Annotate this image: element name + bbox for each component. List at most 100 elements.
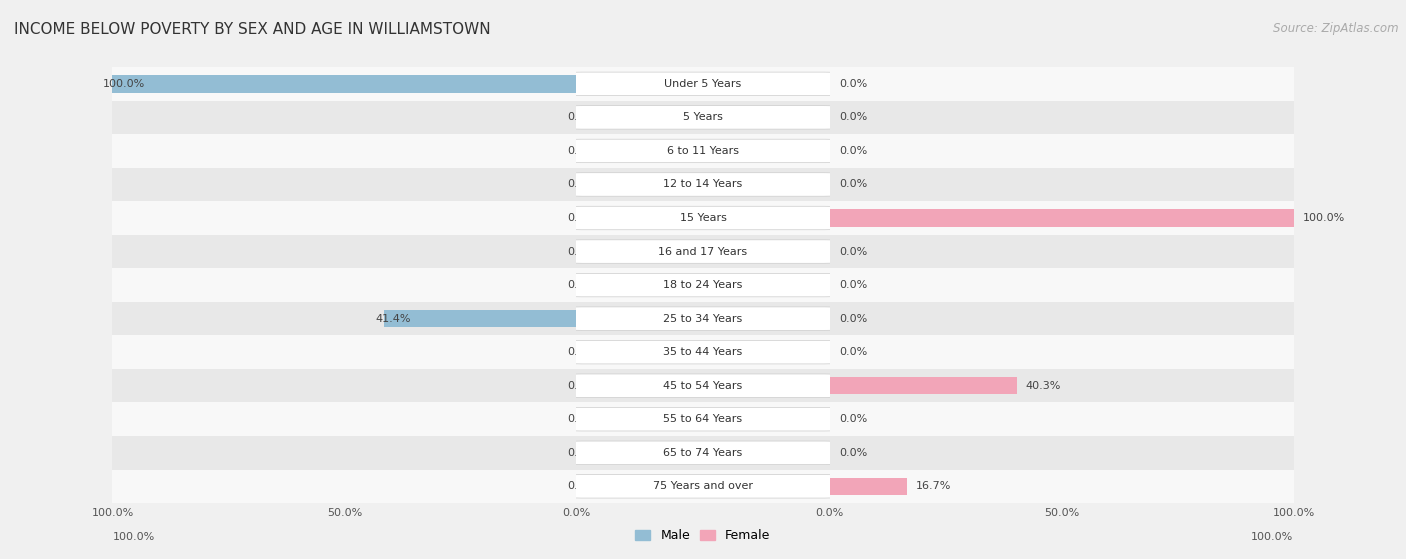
Text: 0.0%: 0.0%: [839, 247, 868, 257]
Text: 12 to 14 Years: 12 to 14 Years: [664, 179, 742, 190]
Text: 41.4%: 41.4%: [375, 314, 411, 324]
Bar: [112, 402, 576, 436]
FancyBboxPatch shape: [569, 106, 837, 129]
Text: 0.0%: 0.0%: [839, 79, 868, 89]
Text: 0.0%: 0.0%: [567, 347, 595, 357]
Text: 0.0%: 0.0%: [839, 179, 868, 190]
FancyBboxPatch shape: [569, 441, 837, 465]
Text: 16.7%: 16.7%: [917, 481, 952, 491]
Text: 0.0%: 0.0%: [567, 112, 595, 122]
FancyBboxPatch shape: [569, 173, 837, 196]
Text: 100.0%: 100.0%: [1251, 532, 1294, 542]
Bar: [576, 101, 830, 134]
Bar: [830, 335, 1294, 369]
Bar: [112, 134, 576, 168]
Bar: [830, 201, 1294, 235]
Text: 0.0%: 0.0%: [839, 347, 868, 357]
Text: 0.0%: 0.0%: [839, 448, 868, 458]
Text: 0.0%: 0.0%: [839, 414, 868, 424]
FancyBboxPatch shape: [569, 307, 837, 330]
Text: Under 5 Years: Under 5 Years: [665, 79, 741, 89]
Bar: [576, 369, 830, 402]
FancyBboxPatch shape: [569, 139, 837, 163]
Text: 0.0%: 0.0%: [839, 314, 868, 324]
Text: INCOME BELOW POVERTY BY SEX AND AGE IN WILLIAMSTOWN: INCOME BELOW POVERTY BY SEX AND AGE IN W…: [14, 22, 491, 37]
Bar: [830, 470, 1294, 503]
Text: 75 Years and over: 75 Years and over: [652, 481, 754, 491]
Bar: [830, 101, 1294, 134]
Bar: [830, 134, 1294, 168]
Bar: [112, 235, 576, 268]
Bar: [576, 168, 830, 201]
Bar: [576, 268, 830, 302]
Bar: [112, 67, 576, 101]
Text: 0.0%: 0.0%: [839, 112, 868, 122]
Bar: [576, 67, 830, 101]
Bar: [830, 235, 1294, 268]
FancyBboxPatch shape: [569, 340, 837, 364]
Text: 0.0%: 0.0%: [839, 146, 868, 156]
Bar: [576, 436, 830, 470]
Text: 45 to 54 Years: 45 to 54 Years: [664, 381, 742, 391]
Bar: [112, 75, 576, 93]
Bar: [112, 302, 576, 335]
Bar: [830, 477, 907, 495]
Bar: [112, 470, 576, 503]
Bar: [384, 310, 576, 328]
Bar: [830, 436, 1294, 470]
Bar: [576, 201, 830, 235]
Bar: [830, 67, 1294, 101]
Bar: [830, 302, 1294, 335]
Text: 5 Years: 5 Years: [683, 112, 723, 122]
Bar: [576, 134, 830, 168]
Bar: [112, 101, 576, 134]
Text: 0.0%: 0.0%: [567, 381, 595, 391]
Bar: [576, 302, 830, 335]
Text: 6 to 11 Years: 6 to 11 Years: [666, 146, 740, 156]
Bar: [830, 377, 1017, 395]
Bar: [830, 268, 1294, 302]
FancyBboxPatch shape: [569, 475, 837, 498]
Text: 0.0%: 0.0%: [567, 146, 595, 156]
Text: 55 to 64 Years: 55 to 64 Years: [664, 414, 742, 424]
Text: 0.0%: 0.0%: [567, 179, 595, 190]
Text: 18 to 24 Years: 18 to 24 Years: [664, 280, 742, 290]
Bar: [112, 436, 576, 470]
Text: 25 to 34 Years: 25 to 34 Years: [664, 314, 742, 324]
Bar: [576, 235, 830, 268]
FancyBboxPatch shape: [569, 206, 837, 230]
Bar: [576, 402, 830, 436]
Bar: [112, 168, 576, 201]
Text: 0.0%: 0.0%: [567, 280, 595, 290]
FancyBboxPatch shape: [569, 240, 837, 263]
Text: 0.0%: 0.0%: [567, 414, 595, 424]
Text: 0.0%: 0.0%: [567, 247, 595, 257]
FancyBboxPatch shape: [569, 273, 837, 297]
Text: 100.0%: 100.0%: [1303, 213, 1346, 223]
FancyBboxPatch shape: [569, 72, 837, 96]
Bar: [112, 369, 576, 402]
FancyBboxPatch shape: [569, 374, 837, 397]
Text: 40.3%: 40.3%: [1026, 381, 1062, 391]
Text: 100.0%: 100.0%: [112, 532, 155, 542]
Text: 0.0%: 0.0%: [567, 213, 595, 223]
Text: 0.0%: 0.0%: [839, 280, 868, 290]
Bar: [112, 201, 576, 235]
Legend: Male, Female: Male, Female: [630, 524, 776, 547]
Text: 0.0%: 0.0%: [567, 448, 595, 458]
Bar: [830, 168, 1294, 201]
FancyBboxPatch shape: [569, 408, 837, 431]
Bar: [830, 369, 1294, 402]
Bar: [112, 335, 576, 369]
Text: 15 Years: 15 Years: [679, 213, 727, 223]
Bar: [830, 209, 1294, 227]
Text: 16 and 17 Years: 16 and 17 Years: [658, 247, 748, 257]
Text: Source: ZipAtlas.com: Source: ZipAtlas.com: [1274, 22, 1399, 35]
Text: 65 to 74 Years: 65 to 74 Years: [664, 448, 742, 458]
Bar: [830, 402, 1294, 436]
Bar: [576, 335, 830, 369]
Bar: [576, 470, 830, 503]
Bar: [112, 268, 576, 302]
Text: 100.0%: 100.0%: [103, 79, 145, 89]
Text: 35 to 44 Years: 35 to 44 Years: [664, 347, 742, 357]
